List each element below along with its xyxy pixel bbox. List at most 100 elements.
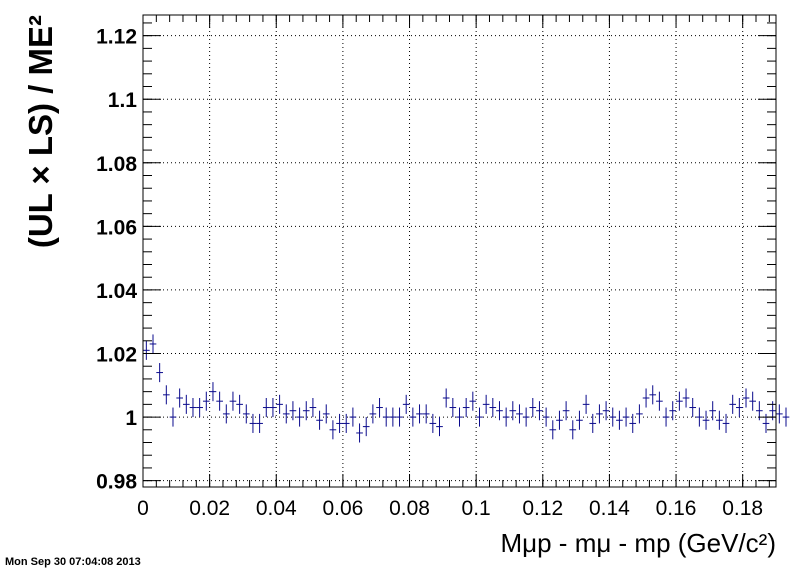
data-point (562, 401, 570, 421)
data-point (622, 407, 630, 427)
data-point (402, 394, 410, 414)
x-tick-label: 0.08 (389, 497, 430, 520)
data-point (176, 388, 183, 408)
data-point (556, 410, 563, 430)
data-point (682, 388, 690, 408)
data-point (449, 398, 457, 418)
data-point (716, 410, 723, 430)
data-point (729, 394, 737, 414)
data-point (736, 398, 743, 418)
x-tick-label: 0.18 (722, 497, 763, 520)
data-point (462, 398, 470, 418)
data-point (516, 404, 523, 424)
data-point (696, 407, 703, 427)
data-point (156, 363, 163, 383)
data-point (262, 398, 270, 418)
data-point (609, 407, 617, 427)
data-point (149, 334, 157, 354)
data-point (249, 413, 257, 433)
data-point (776, 404, 783, 424)
y-tick-label: 1.06 (96, 216, 137, 239)
x-tick-labels: 0 0.02 0.04 0.06 0.08 0.1 0.12 0.14 0.16 0.18 (137, 497, 763, 520)
data-point (656, 391, 663, 411)
x-axis-label: Mμp - mμ - mp (GeV/c²) (500, 528, 776, 558)
y-tick-label: 1.12 (96, 26, 137, 49)
y-tick-label: 1.1 (108, 89, 138, 112)
data-point (322, 404, 330, 424)
data-point (662, 407, 670, 427)
data-point (542, 407, 550, 427)
data-point (382, 407, 390, 427)
data-point (616, 410, 623, 430)
data-point (482, 394, 490, 414)
x-tick-label: 0.02 (189, 497, 230, 520)
y-tick-label: 1.08 (96, 153, 137, 176)
data-point (216, 391, 223, 411)
data-point (409, 407, 417, 427)
data-point (189, 398, 197, 418)
data-point (302, 401, 310, 421)
data-point (669, 401, 677, 421)
data-point (782, 407, 790, 427)
data-point (676, 391, 683, 411)
y-tick-label: 0.98 (96, 471, 137, 494)
data-point (316, 410, 323, 430)
data-point (222, 404, 230, 424)
data-points (143, 334, 790, 443)
data-point (629, 413, 637, 433)
data-point (182, 394, 190, 414)
data-point (549, 420, 557, 440)
data-point (349, 407, 357, 427)
data-point (196, 398, 203, 418)
data-point (202, 391, 210, 411)
data-point (356, 423, 363, 443)
y-tick-label: 1 (125, 407, 137, 430)
data-point (636, 404, 643, 424)
data-point (509, 401, 517, 421)
data-point (442, 388, 450, 408)
data-point (169, 407, 177, 427)
data-point (143, 340, 150, 360)
data-point (596, 404, 603, 424)
data-point (436, 417, 443, 437)
data-point (276, 394, 283, 414)
data-point (709, 401, 717, 421)
data-point (329, 420, 337, 440)
data-point (229, 391, 237, 411)
data-point (569, 420, 577, 440)
y-tick-label: 1.02 (96, 344, 137, 367)
grid-lines (143, 15, 776, 487)
y-tick-label: 1.04 (96, 280, 137, 303)
data-point (649, 385, 657, 405)
y-tick-labels: 0.98 1 1.02 1.04 1.06 1.08 1.1 1.12 (96, 26, 137, 494)
data-point (422, 404, 430, 424)
y-axis-label: (UL × LS) / ME² (22, 15, 59, 248)
timestamp: Mon Sep 30 07:04:08 2013 (5, 556, 141, 568)
data-point (469, 391, 477, 411)
x-tick-label: 0.04 (256, 497, 297, 520)
data-point (589, 413, 597, 433)
plot-frame (142, 14, 777, 488)
data-point (582, 394, 590, 414)
data-point (702, 410, 710, 430)
data-point (742, 388, 750, 408)
data-point (369, 404, 377, 424)
data-point (536, 401, 543, 421)
data-point (456, 407, 463, 427)
x-tick-label: 0.16 (656, 497, 697, 520)
data-point (529, 398, 537, 418)
data-point (496, 401, 503, 421)
data-point (689, 398, 697, 418)
data-point (362, 417, 370, 437)
x-tick-label: 0.1 (462, 497, 491, 520)
data-point (522, 407, 530, 427)
data-point (242, 404, 250, 424)
data-point (602, 401, 610, 421)
x-tick-label: 0 (137, 497, 149, 520)
data-point (396, 407, 403, 427)
data-point (342, 413, 350, 433)
data-point (309, 398, 317, 418)
data-point (749, 391, 757, 411)
data-point (576, 410, 583, 430)
